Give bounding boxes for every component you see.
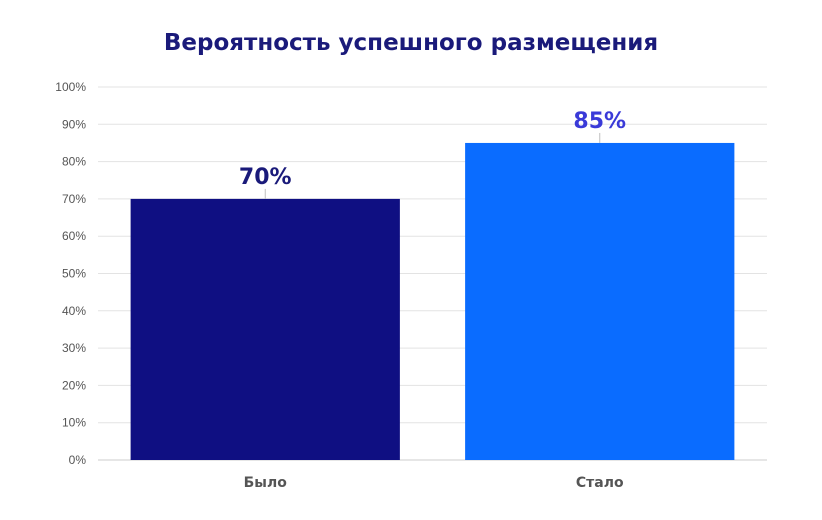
data-label: 85% xyxy=(573,109,626,134)
y-tick-label: 100% xyxy=(55,80,86,94)
y-tick-label: 90% xyxy=(62,117,86,131)
bar xyxy=(465,142,735,460)
data-labels: 70% 85% xyxy=(239,109,626,199)
y-tick-label: 0% xyxy=(69,453,87,467)
y-tick-label: 60% xyxy=(62,229,86,243)
y-tick-label: 10% xyxy=(62,416,86,430)
y-tick-label: 30% xyxy=(62,341,86,355)
y-tick-label: 50% xyxy=(62,267,86,281)
y-tick-label: 40% xyxy=(62,304,86,318)
x-category-label: Было xyxy=(244,475,288,491)
x-category-label: Стало xyxy=(576,475,624,491)
y-axis-ticks: 0% 10% 20% 30% 40% 50% 60% 70% 80% 90% 100% xyxy=(55,80,86,467)
chart-title: Вероятность успешного размещения xyxy=(163,30,659,56)
data-label: 70% xyxy=(239,165,292,190)
y-tick-label: 70% xyxy=(62,192,86,206)
bar xyxy=(130,198,400,460)
x-axis-categories: Было Стало xyxy=(244,475,624,491)
y-tick-label: 80% xyxy=(62,155,86,169)
bars xyxy=(130,142,735,460)
y-tick-label: 20% xyxy=(62,378,86,392)
